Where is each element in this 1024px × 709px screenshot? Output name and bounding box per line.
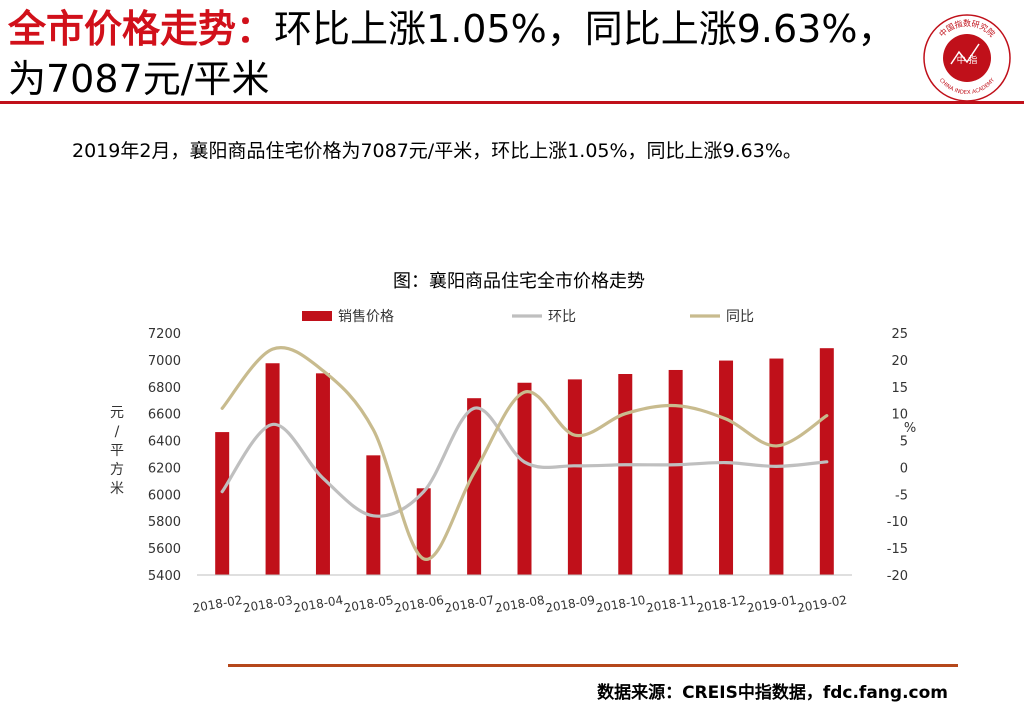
bar — [517, 382, 532, 575]
y-axis-label-right: % — [904, 421, 916, 436]
x-tick-label: 2018-05 — [343, 593, 395, 615]
logo-center: 中 指 — [957, 54, 978, 66]
x-axis-ticks: 2018-022018-032018-042018-052018-062018-… — [192, 593, 848, 615]
x-tick-label: 2018-12 — [695, 593, 747, 615]
legend-label: 环比 — [548, 309, 576, 325]
y-axis-label-left: 元/平方米 — [110, 405, 124, 497]
y-tick-right: -20 — [887, 569, 908, 584]
y-tick-right: -10 — [887, 515, 908, 530]
chart-legend: 销售价格 环比 同比 — [302, 309, 754, 325]
y-tick-right: 20 — [891, 354, 908, 369]
x-tick-label: 2018-04 — [292, 593, 344, 615]
bar-series — [215, 348, 834, 575]
header-rule — [0, 101, 1024, 104]
y-tick-left: 7000 — [148, 354, 181, 369]
x-tick-label: 2019-01 — [746, 593, 798, 615]
yoy-line — [220, 346, 829, 561]
x-tick-label: 2018-07 — [444, 593, 496, 615]
price-trend-chart: 图：襄阳商品住宅全市价格走势 销售价格 环比 同比 7200 7000 6800 6600… — [110, 271, 916, 615]
y-tick-right: 5 — [900, 435, 908, 450]
y-tick-right: 0 — [900, 461, 908, 476]
bar — [215, 432, 230, 575]
line-series — [220, 346, 829, 561]
bar — [467, 398, 482, 575]
right-axis-ticks: 25 20 15 10 5 0 -5 -10 -15 -20 — [887, 327, 908, 584]
footer-rule — [228, 664, 958, 667]
bar — [618, 374, 633, 575]
x-tick-label: 2018-11 — [645, 593, 697, 615]
y-tick-left: 6000 — [148, 488, 181, 503]
title-rest: 环比上涨1.05%，同比上涨9.63%，为7087元/平米 — [8, 7, 896, 101]
x-tick-label: 2018-08 — [494, 593, 546, 615]
y-tick-left: 7200 — [148, 327, 181, 342]
x-tick-label: 2019-02 — [796, 593, 848, 615]
left-axis-ticks: 7200 7000 6800 6600 6400 6200 6000 5800 5600 5400 — [148, 327, 181, 584]
legend-label: 同比 — [726, 309, 754, 325]
x-tick-label: 2018-02 — [192, 593, 244, 615]
y-tick-right: 25 — [891, 327, 908, 342]
y-tick-left: 6400 — [148, 435, 181, 450]
legend-label: 销售价格 — [338, 309, 394, 325]
y-tick-right: 10 — [891, 408, 908, 423]
y-tick-left: 5800 — [148, 515, 181, 530]
y-tick-right: -5 — [895, 488, 908, 503]
x-tick-label: 2018-09 — [544, 593, 596, 615]
summary-text: 2019年2月，襄阳商品住宅价格为7087元/平米，环比上涨1.05%，同比上涨… — [72, 140, 802, 162]
y-tick-left: 6800 — [148, 381, 181, 396]
chart-title: 图：襄阳商品住宅全市价格走势 — [393, 271, 645, 292]
data-source: 数据来源：CREIS中指数据，fdc.fang.com — [597, 683, 948, 703]
x-tick-label: 2018-10 — [595, 593, 647, 615]
mom-line — [220, 406, 829, 518]
bar — [719, 360, 734, 575]
legend-swatch — [302, 311, 332, 321]
y-tick-left: 5400 — [148, 569, 181, 584]
y-tick-right: 15 — [891, 381, 908, 396]
x-tick-label: 2018-06 — [393, 593, 445, 615]
title-highlight: 全市价格走势： — [8, 7, 275, 51]
page-title: 全市价格走势：环比上涨1.05%，同比上涨9.63%，为7087元/平米 — [8, 4, 908, 104]
y-tick-left: 6600 — [148, 408, 181, 423]
bar — [315, 373, 330, 575]
y-tick-left: 5600 — [148, 542, 181, 557]
bar — [668, 369, 683, 575]
y-tick-left: 6200 — [148, 461, 181, 476]
bar — [265, 363, 280, 575]
bar — [416, 488, 431, 575]
x-tick-label: 2018-03 — [242, 593, 294, 615]
bar — [567, 379, 582, 575]
y-tick-right: -15 — [887, 542, 908, 557]
china-index-academy-logo: 中 指 中国指数研究院 CHINA INDEX ACADEMY — [923, 14, 1011, 102]
